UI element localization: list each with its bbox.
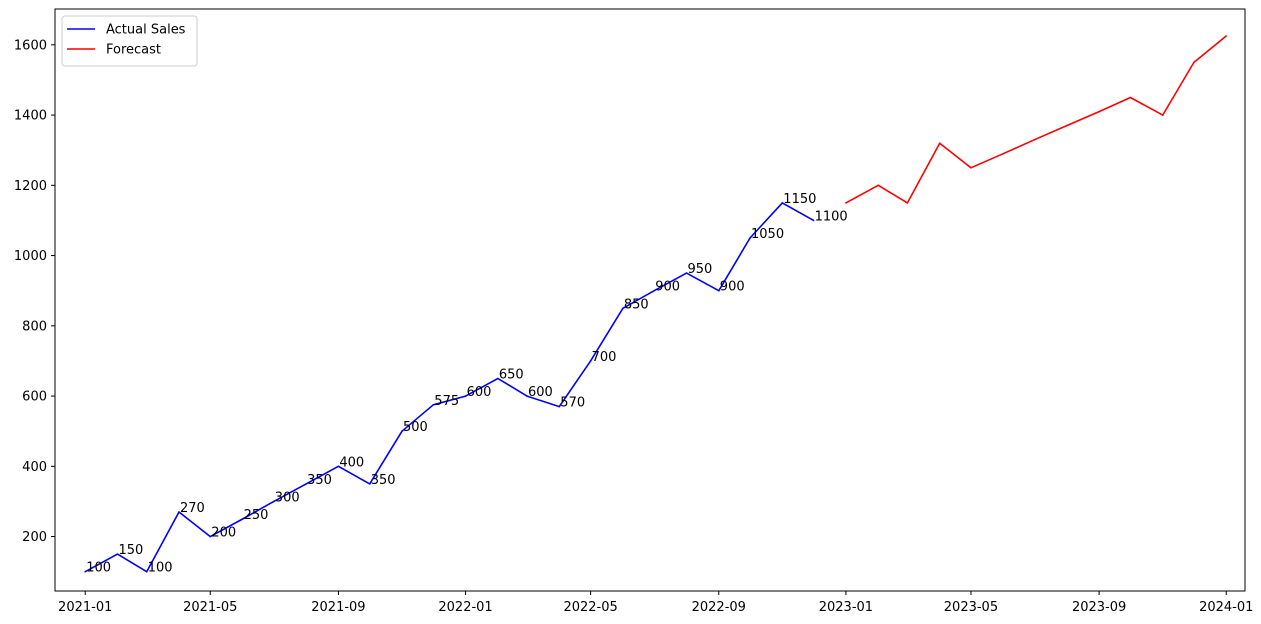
x-tick-label: 2022-09 [692, 600, 746, 615]
data-point-actual-sales [653, 289, 655, 292]
y-tick-label: 400 [22, 460, 47, 475]
legend: Actual Sales Forecast [61, 15, 198, 67]
data-label-actual-sales: 500 [403, 420, 428, 435]
y-tick-label: 200 [22, 530, 47, 545]
data-point-forecast [1098, 110, 1100, 113]
data-point-actual-sales [84, 570, 86, 573]
data-point-actual-sales [401, 430, 403, 433]
data-point-actual-sales [241, 518, 244, 520]
point-labels-layer: 100 150 100 270 200 250 300 350 400 350 500 575 600 6… [86, 192, 847, 576]
data-point-actual-sales [178, 511, 180, 513]
y-axis: 200 400 600 800 1000 1200 1400 1600 [14, 38, 55, 545]
data-point-actual-sales [368, 483, 371, 485]
y-tick-label: 600 [22, 390, 47, 405]
data-label-actual-sales: 400 [339, 455, 364, 470]
data-label-actual-sales: 700 [592, 350, 617, 365]
data-point-actual-sales [812, 219, 815, 222]
x-tick-label: 2021-09 [311, 600, 365, 615]
data-point-actual-sales [497, 377, 499, 380]
data-label-actual-sales: 1150 [783, 192, 816, 207]
data-point-actual-sales [685, 272, 688, 274]
y-tick-label: 1600 [14, 38, 47, 53]
data-label-actual-sales: 600 [467, 385, 492, 400]
data-point-forecast [1161, 114, 1164, 116]
data-point-actual-sales [273, 500, 275, 503]
x-axis: 2021-01 2021-05 2021-09 2022-01 2022-05 2022-… [58, 591, 1253, 615]
plot-frame [54, 8, 1246, 592]
legend-label-forecast: Forecast [106, 43, 161, 58]
data-label-actual-sales: 300 [275, 490, 300, 505]
data-point-forecast [906, 202, 909, 204]
data-label-actual-sales: 570 [560, 396, 585, 411]
data-point-actual-sales [781, 202, 784, 204]
data-point-forecast [1225, 35, 1227, 37]
data-label-actual-sales: 650 [499, 368, 524, 383]
data-point-actual-sales [432, 404, 435, 406]
data-point-actual-sales [749, 237, 751, 239]
x-tick-label: 2021-05 [183, 600, 237, 615]
data-point-forecast [845, 202, 847, 204]
data-label-actual-sales: 575 [434, 394, 459, 409]
y-tick-label: 1200 [14, 179, 47, 194]
y-tick-label: 800 [22, 319, 47, 334]
data-point-actual-sales [718, 289, 720, 292]
data-label-actual-sales: 270 [180, 501, 205, 516]
data-point-actual-sales [337, 465, 340, 468]
data-point-actual-sales [622, 307, 624, 310]
data-label-actual-sales: 900 [720, 280, 745, 295]
x-tick-label: 2021-01 [58, 600, 112, 615]
data-label-actual-sales: 350 [371, 473, 396, 488]
series-layer [84, 35, 1227, 573]
data-point-actual-sales [589, 360, 592, 362]
data-point-forecast [970, 167, 972, 169]
y-tick-label: 1000 [14, 249, 47, 264]
data-point-forecast [1193, 61, 1195, 64]
data-point-forecast [1033, 138, 1036, 141]
data-point-actual-sales [558, 405, 561, 408]
data-point-actual-sales [464, 395, 467, 397]
data-label-actual-sales: 350 [307, 473, 332, 488]
data-point-actual-sales [305, 483, 307, 485]
x-tick-label: 2023-09 [1072, 600, 1126, 615]
x-tick-label: 2023-05 [944, 600, 998, 615]
data-label-actual-sales: 250 [244, 508, 269, 523]
data-point-actual-sales [116, 553, 119, 555]
x-tick-label: 2022-01 [438, 600, 492, 615]
data-label-actual-sales: 950 [688, 262, 713, 277]
data-label-actual-sales: 150 [119, 543, 144, 558]
data-point-actual-sales [145, 570, 148, 573]
series-line-forecast [845, 35, 1227, 204]
x-tick-label: 2022-05 [563, 600, 617, 615]
data-label-actual-sales: 100 [86, 561, 111, 576]
legend-box [61, 15, 198, 67]
data-label-actual-sales: 200 [211, 526, 236, 541]
data-point-actual-sales [526, 395, 528, 397]
data-label-actual-sales: 850 [624, 297, 649, 312]
x-tick-label: 2024-01 [1199, 600, 1253, 615]
data-point-forecast [877, 184, 879, 187]
legend-label-actual-sales: Actual Sales [106, 23, 186, 38]
x-tick-label: 2023-01 [819, 600, 873, 615]
data-label-actual-sales: 100 [148, 561, 173, 576]
data-point-forecast [938, 142, 941, 144]
data-point-forecast [1129, 96, 1132, 99]
data-point-forecast [1066, 124, 1068, 127]
data-point-actual-sales [209, 535, 212, 538]
data-label-actual-sales: 1050 [751, 227, 784, 242]
data-point-forecast [1002, 152, 1004, 155]
data-label-actual-sales: 900 [655, 280, 680, 295]
y-tick-label: 1400 [14, 109, 47, 124]
series-line-actual-sales [84, 202, 814, 573]
data-label-actual-sales: 1100 [815, 209, 848, 224]
data-label-actual-sales: 600 [528, 385, 553, 400]
